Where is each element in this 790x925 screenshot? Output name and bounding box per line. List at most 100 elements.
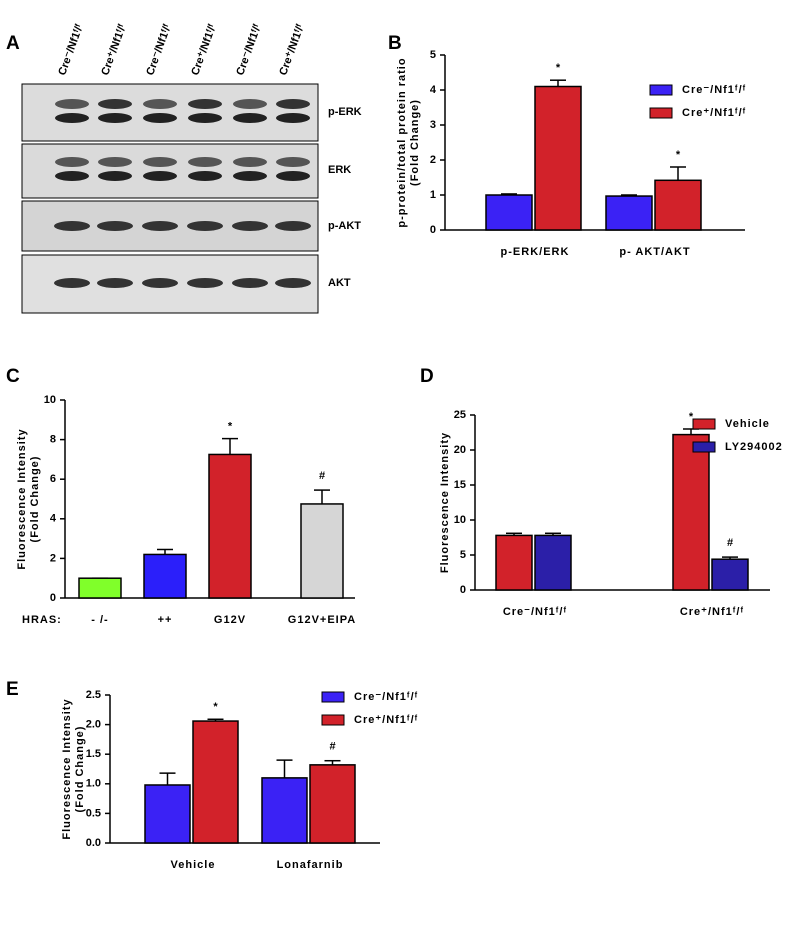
panel-letter: A [6, 33, 20, 54]
panel-letter: C [6, 366, 20, 387]
y-tick-label: 4 [50, 513, 57, 525]
blot-strip [21, 83, 319, 142]
bar [605, 195, 653, 231]
significance-mark: # [727, 537, 733, 549]
band [142, 221, 178, 231]
bar [485, 194, 533, 231]
legend-label: Vehicle [725, 418, 770, 430]
bar [711, 558, 749, 591]
bar [144, 784, 191, 844]
y-tick-label: 15 [454, 479, 466, 491]
x-tick-label: Cre⁻/Nf1ᶠ/ᶠ [503, 606, 567, 618]
y-tick-label: 8 [50, 434, 56, 446]
legend-label: Cre⁺/Nf1ᶠ/ᶠ [354, 714, 418, 726]
legend-label: Cre⁻/Nf1ᶠ/ᶠ [682, 84, 746, 96]
row-label: p-ERK [328, 106, 362, 118]
bar [143, 553, 187, 599]
legend-swatch [692, 418, 716, 430]
band [276, 157, 310, 167]
legend-label: LY294002 [725, 441, 783, 453]
x-tick-label: Vehicle [171, 859, 216, 871]
band [98, 99, 132, 109]
y-axis-label: Fluorescence Intensity [439, 432, 451, 573]
y-tick-label: 2 [50, 552, 56, 564]
legend-swatch [321, 714, 345, 726]
bar [534, 534, 572, 591]
band [188, 113, 222, 123]
band [97, 221, 133, 231]
band [233, 113, 267, 123]
bar [654, 179, 702, 231]
y-tick-label: 10 [44, 394, 56, 406]
band [54, 278, 90, 288]
panel-letter: D [420, 366, 434, 387]
x-tick-label: Lonafarnib [277, 859, 344, 871]
band [276, 113, 310, 123]
y-tick-label: 1 [430, 189, 436, 201]
band [276, 171, 310, 181]
bar [309, 764, 356, 844]
band [98, 157, 132, 167]
row-label: p-AKT [328, 220, 361, 232]
lane-label: Cre⁺/Nf1ᶠ/ᶠ [99, 23, 129, 78]
band [232, 278, 268, 288]
band [187, 278, 223, 288]
lane-label: Cre⁻/Nf1ᶠ/ᶠ [56, 23, 86, 78]
blot-strip [21, 143, 319, 199]
lane-label: Cre⁻/Nf1ᶠ/ᶠ [234, 23, 264, 78]
legend-label: Cre⁻/Nf1ᶠ/ᶠ [354, 691, 418, 703]
significance-mark: * [556, 62, 561, 74]
band [187, 221, 223, 231]
bar [300, 503, 344, 599]
band [55, 171, 89, 181]
band [233, 99, 267, 109]
y-tick-label: 0.5 [86, 807, 101, 819]
y-tick-label: 0 [460, 584, 466, 596]
legend-swatch [692, 441, 716, 453]
bar [208, 453, 252, 599]
x-axis-label: HRAS: [22, 614, 62, 626]
bar [495, 534, 533, 591]
band [142, 278, 178, 288]
panel-letter: E [6, 679, 19, 700]
x-tick-label: ++ [158, 614, 173, 626]
bar [78, 577, 122, 599]
significance-mark: * [228, 421, 233, 433]
band [188, 99, 222, 109]
y-tick-label: 0 [50, 592, 56, 604]
y-tick-label: 2.5 [86, 689, 101, 701]
legend-label: Cre⁺/Nf1ᶠ/ᶠ [682, 107, 746, 119]
band [232, 221, 268, 231]
y-tick-label: 3 [430, 119, 436, 131]
band [233, 157, 267, 167]
band [55, 157, 89, 167]
band [188, 171, 222, 181]
y-tick-label: 2 [430, 154, 436, 166]
y-tick-label: 10 [454, 514, 466, 526]
y-axis-label: Fluorescence Intensity [61, 698, 73, 839]
y-axis-label: (Fold Change) [29, 456, 41, 543]
y-tick-label: 5 [460, 549, 466, 561]
row-label: AKT [328, 277, 351, 289]
bar [261, 777, 308, 844]
panel-letter: B [388, 33, 402, 54]
legend-swatch [321, 691, 345, 703]
band [55, 113, 89, 123]
y-tick-label: 20 [454, 444, 466, 456]
x-tick-label: G12V+EIPA [288, 614, 356, 626]
y-tick-label: 4 [430, 84, 437, 96]
y-tick-label: 1.0 [86, 778, 101, 790]
x-tick-label: G12V [214, 614, 246, 626]
y-tick-label: 0.0 [86, 837, 101, 849]
y-tick-label: 2.0 [86, 719, 101, 731]
legend-swatch [649, 84, 673, 96]
band [55, 99, 89, 109]
lane-label: Cre⁺/Nf1ᶠ/ᶠ [189, 23, 219, 78]
band [97, 278, 133, 288]
row-label: ERK [328, 164, 351, 176]
y-tick-label: 25 [454, 409, 466, 421]
bar [534, 85, 582, 231]
significance-mark: # [319, 470, 325, 482]
band [188, 157, 222, 167]
